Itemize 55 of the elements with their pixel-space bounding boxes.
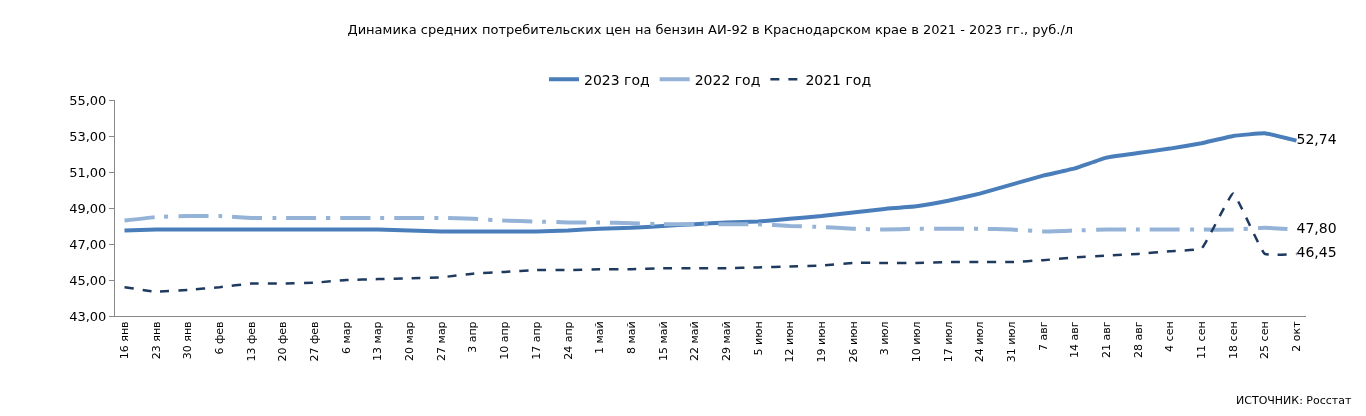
- x-tick-label: 17 июл: [941, 321, 955, 363]
- x-tick-label: 3 апр: [466, 321, 480, 353]
- x-tick-label: 29 май: [719, 321, 733, 362]
- legend-label: 2023 год: [584, 71, 650, 88]
- x-tick-label: 20 фев: [276, 321, 290, 362]
- x-tick-label: 19 июн: [814, 321, 828, 363]
- x-tick-label: 24 июл: [973, 321, 987, 363]
- x-tick-label: 23 янв: [149, 321, 163, 360]
- x-tick-label: 8 май: [624, 321, 638, 355]
- y-tick-label: 53,00: [69, 128, 107, 144]
- x-tick-label: 13 фев: [244, 321, 258, 362]
- x-tick-label: 18 сен: [1226, 321, 1240, 359]
- data-label: 52,74: [1296, 131, 1337, 148]
- x-tick-label: 28 авг: [1131, 321, 1145, 358]
- x-tick-label: 5 июн: [751, 321, 765, 356]
- x-tick-label: 6 фев: [213, 321, 227, 355]
- x-tick-label: 6 мар: [339, 321, 353, 354]
- y-tick-label: 49,00: [69, 200, 107, 216]
- x-tick-label: 2 окт: [1290, 320, 1304, 352]
- x-tick-label: 27 фев: [308, 321, 322, 362]
- x-tick-label: 22 май: [688, 321, 702, 362]
- text: ИСТОЧНИК: Росстат: [1236, 394, 1352, 407]
- x-tick-label: 24 апр: [561, 321, 575, 360]
- line-series: [122, 131, 1299, 234]
- data-label: 47,80: [1296, 220, 1337, 237]
- x-tick-label: 20 мар: [403, 321, 417, 361]
- x-tick-label: 25 сен: [1258, 321, 1272, 359]
- x-tick-label: 10 апр: [498, 321, 512, 360]
- x-tick-label: 26 июн: [846, 321, 860, 363]
- x-tick-label: 16 янв: [118, 321, 132, 360]
- y-tick-label: 43,00: [69, 308, 107, 324]
- x-tick-label: 30 янв: [181, 321, 195, 360]
- x-tick-label: 31 июл: [1004, 321, 1018, 363]
- x-tick-label: 14 авг: [1068, 321, 1082, 358]
- x-tick-label: 13 мар: [371, 321, 385, 361]
- chart-title: Динамика средних потребительских цен на бензин АИ-92 в Краснодарском крае в 2021 - 2023 гг., руб./л: [347, 22, 1074, 38]
- x-tick-label: 17 апр: [529, 321, 543, 360]
- x-tick-label: 27 мар: [434, 321, 448, 361]
- x-tick-label: 15 май: [656, 321, 670, 362]
- x-tick-label: 3 июл: [878, 321, 892, 356]
- y-tick-label: 55,00: [69, 92, 107, 108]
- x-tick-label: 11 сен: [1195, 321, 1209, 359]
- y-tick-label: 51,00: [69, 164, 107, 180]
- y-tick-label: 45,00: [69, 272, 107, 288]
- x-tick-label: 1 май: [593, 321, 607, 355]
- x-tick-label: 12 июн: [783, 321, 797, 363]
- data-label: 46,45: [1296, 244, 1337, 261]
- x-tick-label: 4 сен: [1163, 321, 1177, 352]
- legend-label: 2021 год: [805, 71, 872, 88]
- x-tick-label: 7 авг: [1036, 321, 1050, 351]
- line-series: [123, 192, 1298, 293]
- x-tick-label: 21 авг: [1100, 321, 1114, 358]
- x-tick-label: 10 июл: [909, 321, 923, 363]
- y-tick-label: 47,00: [69, 236, 107, 252]
- legend-label: 2022 год: [694, 71, 761, 88]
